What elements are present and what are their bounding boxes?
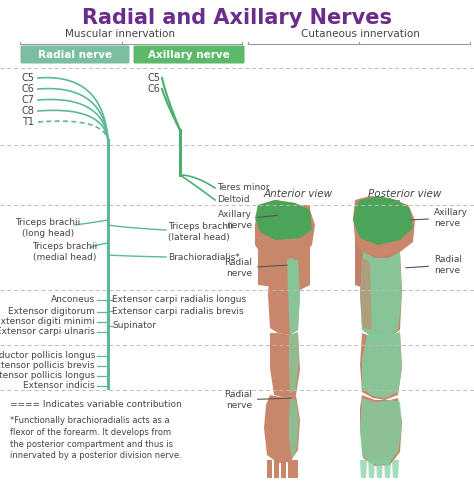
Text: Radial nerve: Radial nerve: [38, 50, 112, 59]
Text: Abductor pollicis longus: Abductor pollicis longus: [0, 351, 95, 361]
Polygon shape: [293, 460, 298, 478]
Text: ==== Indicates variable contribution: ==== Indicates variable contribution: [10, 400, 182, 409]
Polygon shape: [270, 332, 300, 398]
Text: Posterior view: Posterior view: [368, 189, 442, 199]
Polygon shape: [353, 196, 415, 258]
Text: Extensor digiti minimi: Extensor digiti minimi: [0, 318, 95, 326]
Text: Extensor carpi radialis longus: Extensor carpi radialis longus: [112, 295, 246, 305]
Text: C5: C5: [22, 73, 35, 83]
Polygon shape: [264, 395, 300, 463]
Text: Radial
nerve: Radial nerve: [224, 258, 287, 278]
Polygon shape: [360, 252, 402, 338]
Text: C6: C6: [148, 84, 161, 94]
Text: Extensor carpi ulnaris: Extensor carpi ulnaris: [0, 327, 95, 336]
Text: Anterior view: Anterior view: [264, 189, 333, 199]
Text: Extensor pollicis brevis: Extensor pollicis brevis: [0, 362, 95, 371]
Text: Cutaneous innervation: Cutaneous innervation: [301, 29, 419, 39]
Text: C7: C7: [22, 95, 35, 105]
Text: Axillary nerve: Axillary nerve: [148, 50, 230, 59]
Text: Radial
nerve: Radial nerve: [406, 255, 462, 275]
Text: Radial and Axillary Nerves: Radial and Axillary Nerves: [82, 8, 392, 28]
FancyBboxPatch shape: [20, 45, 129, 64]
Polygon shape: [368, 460, 375, 478]
Text: Extensor indicis: Extensor indicis: [23, 381, 95, 390]
Text: Teres minor: Teres minor: [217, 184, 270, 192]
Text: C6: C6: [22, 84, 35, 94]
Text: Extensor pollicis longus: Extensor pollicis longus: [0, 372, 95, 380]
Text: Deltoid: Deltoid: [217, 196, 250, 204]
Polygon shape: [255, 200, 315, 265]
Polygon shape: [360, 395, 402, 466]
Text: T1: T1: [22, 117, 34, 127]
Polygon shape: [360, 332, 402, 400]
Text: Radial
nerve: Radial nerve: [224, 390, 291, 410]
Text: Supinator: Supinator: [112, 321, 156, 331]
Text: C8: C8: [22, 106, 35, 116]
Polygon shape: [355, 200, 400, 290]
Polygon shape: [267, 460, 272, 478]
Polygon shape: [384, 460, 391, 478]
Text: Extensor digitorum: Extensor digitorum: [8, 308, 95, 317]
Polygon shape: [281, 460, 286, 478]
Polygon shape: [289, 398, 299, 460]
Text: C5: C5: [148, 73, 161, 83]
Text: Anconeus: Anconeus: [51, 295, 95, 305]
Polygon shape: [255, 200, 312, 240]
Polygon shape: [360, 398, 402, 464]
Text: *Functionally brachioradialis acts as a
flexor of the forearm. It develops from
: *Functionally brachioradialis acts as a …: [10, 416, 182, 460]
Polygon shape: [360, 460, 367, 478]
Text: Triceps brachii
(long head): Triceps brachii (long head): [15, 218, 81, 238]
Polygon shape: [360, 258, 372, 330]
Polygon shape: [287, 258, 300, 335]
Polygon shape: [392, 460, 399, 478]
Polygon shape: [274, 460, 279, 478]
Text: Axillary
nerve: Axillary nerve: [218, 210, 277, 230]
Polygon shape: [360, 252, 402, 338]
FancyBboxPatch shape: [134, 45, 245, 64]
Polygon shape: [353, 196, 413, 245]
Polygon shape: [289, 332, 299, 393]
Polygon shape: [376, 460, 383, 478]
Text: Triceps brachii
(medial head): Triceps brachii (medial head): [32, 242, 98, 262]
Polygon shape: [288, 460, 293, 478]
Polygon shape: [268, 258, 300, 335]
Polygon shape: [362, 332, 402, 398]
Text: Extensor carpi radialis brevis: Extensor carpi radialis brevis: [112, 307, 244, 316]
Polygon shape: [258, 205, 310, 290]
Text: Axillary
nerve: Axillary nerve: [411, 208, 468, 228]
Text: Triceps brachii
(lateral head): Triceps brachii (lateral head): [168, 222, 233, 242]
Text: Brachioradialis*: Brachioradialis*: [168, 254, 240, 263]
Text: Muscular innervation: Muscular innervation: [65, 29, 175, 39]
